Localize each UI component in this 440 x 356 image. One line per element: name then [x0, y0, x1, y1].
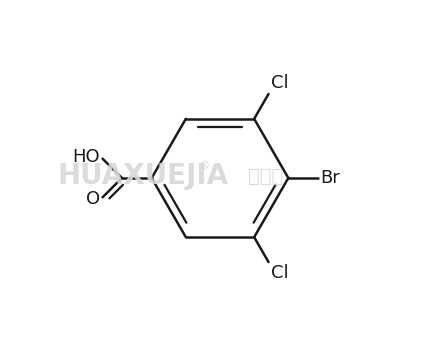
Text: Br: Br: [320, 169, 340, 187]
Text: 化学加: 化学加: [248, 167, 283, 186]
Text: HUAXUEJIA: HUAXUEJIA: [57, 162, 228, 190]
Text: HO: HO: [72, 148, 100, 166]
Text: Cl: Cl: [271, 264, 288, 282]
Text: ®: ®: [199, 161, 210, 171]
Text: O: O: [86, 190, 100, 208]
Text: Cl: Cl: [271, 74, 288, 92]
